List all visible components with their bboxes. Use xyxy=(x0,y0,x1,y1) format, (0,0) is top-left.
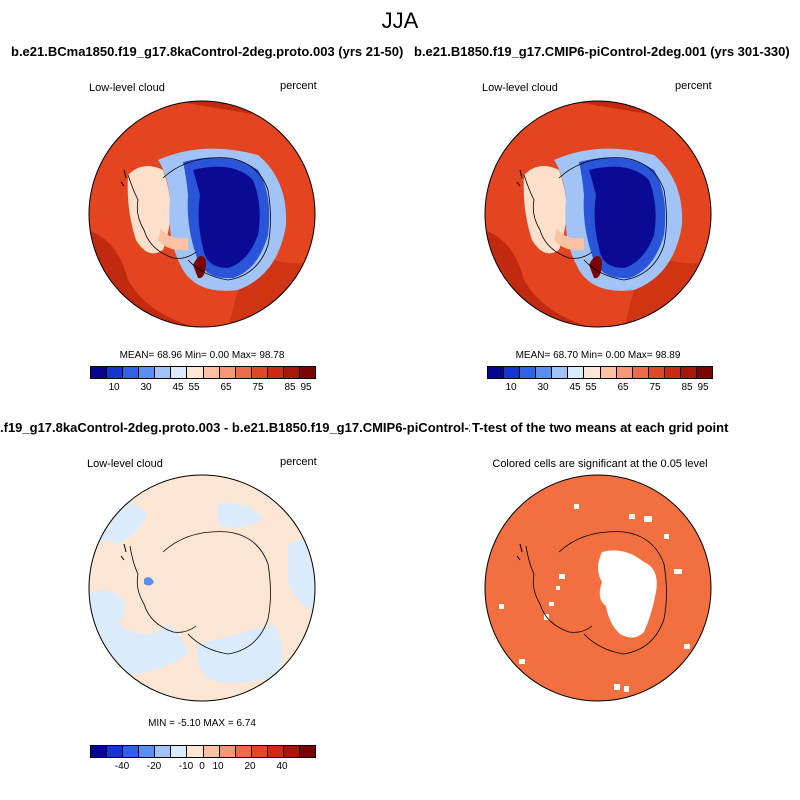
colorbar-tick-label: 30 xyxy=(537,382,549,393)
colorbar-tick-label: 45 xyxy=(172,382,184,393)
colorbar-swatch xyxy=(107,367,124,378)
colorbar-swatch xyxy=(251,746,268,757)
units-label-bottom-left: percent xyxy=(280,456,317,468)
panel-title-bottom-left: .f19_g17.8kaControl-2deg.proto.003 - b.e… xyxy=(0,420,470,435)
panel-title-bottom-right: T-test of the two means at each grid poi… xyxy=(472,420,729,435)
polar-map-bottom-left xyxy=(88,474,316,702)
colorbar-swatch xyxy=(107,746,124,757)
colorbar-tick-label: 0 xyxy=(199,761,205,772)
colorbar-ticks-bottom-left: -40 -20 -10 0 10 20 40 xyxy=(90,761,314,773)
units-label-top-left: percent xyxy=(280,80,317,92)
panel-title-top-right: b.e21.B1850.f19_g17.CMIP6-piControl-2deg… xyxy=(414,44,790,59)
variable-label-top-right: Low-level cloud xyxy=(482,82,558,94)
colorbar-swatch xyxy=(187,367,204,378)
colorbar-tick-label: 20 xyxy=(244,761,256,772)
colorbar-swatch xyxy=(267,367,284,378)
colorbar-swatch xyxy=(616,367,633,378)
stats-bottom-left: MIN = -5.10 MAX = 6.74 xyxy=(148,718,256,729)
season-title: JJA xyxy=(381,8,419,33)
colorbar-swatch xyxy=(267,746,284,757)
colorbar-swatch xyxy=(504,367,521,378)
colorbar-swatch xyxy=(203,746,220,757)
colorbar-swatch xyxy=(123,746,140,757)
colorbar-swatch xyxy=(91,746,108,757)
colorbar-tick-label: 95 xyxy=(697,382,709,393)
colorbar-swatch xyxy=(648,367,665,378)
colorbar-ticks-top-left: 10 30 45 55 65 75 85 95 xyxy=(90,382,314,394)
colorbar-top-right xyxy=(487,366,713,379)
colorbar-swatch xyxy=(235,746,252,757)
colorbar-tick-label: 55 xyxy=(585,382,597,393)
colorbar-tick-label: 45 xyxy=(569,382,581,393)
colorbar-tick-label: 10 xyxy=(505,382,517,393)
colorbar-tick-label: 65 xyxy=(220,382,232,393)
colorbar-swatch xyxy=(632,367,649,378)
colorbar-swatch xyxy=(219,746,236,757)
colorbar-swatch xyxy=(283,746,301,757)
colorbar-tick-label: -10 xyxy=(178,761,194,772)
colorbar-swatch xyxy=(300,367,316,378)
stats-top-right: MEAN= 68.70 Min= 0.00 Max= 98.89 xyxy=(515,350,681,361)
colorbar-swatch xyxy=(697,367,713,378)
colorbar-tick-label: 10 xyxy=(212,761,224,772)
polar-map-top-right xyxy=(484,100,712,328)
colorbar-swatch xyxy=(568,367,585,378)
colorbar-swatch xyxy=(139,746,156,757)
colorbar-swatch xyxy=(520,367,537,378)
colorbar-swatch xyxy=(155,367,172,378)
panel-subtitle-bottom-right: Colored cells are significant at the 0.0… xyxy=(492,458,708,470)
colorbar-bottom-left xyxy=(90,745,316,758)
colorbar-swatch xyxy=(171,367,188,378)
variable-label-bottom-left: Low-level cloud xyxy=(87,458,163,470)
colorbar-swatch xyxy=(171,746,188,757)
colorbar-swatch xyxy=(488,367,505,378)
colorbar-swatch xyxy=(139,367,156,378)
colorbar-tick-label: 85 xyxy=(284,382,296,393)
colorbar-swatch xyxy=(235,367,252,378)
colorbar-ticks-top-right: 10 30 45 55 65 75 85 95 xyxy=(487,382,711,394)
colorbar-swatch xyxy=(187,746,204,757)
polar-map-top-left xyxy=(88,100,316,328)
polar-map-bottom-right xyxy=(484,474,712,702)
panel-title-top-left: b.e21.BCma1850.f19_g17.8kaControl-2deg.p… xyxy=(11,44,404,59)
colorbar-swatch xyxy=(600,367,617,378)
colorbar-swatch xyxy=(123,367,140,378)
colorbar-swatch xyxy=(203,367,220,378)
colorbar-tick-label: 75 xyxy=(649,382,661,393)
colorbar-tick-label: -40 xyxy=(114,761,130,772)
stats-top-left: MEAN= 68.96 Min= 0.00 Max= 98.78 xyxy=(119,350,285,361)
colorbar-tick-label: -20 xyxy=(146,761,162,772)
colorbar-tick-label: 65 xyxy=(617,382,629,393)
units-label-top-right: percent xyxy=(675,80,712,92)
colorbar-swatch xyxy=(584,367,601,378)
colorbar-tick-label: 55 xyxy=(188,382,200,393)
colorbar-tick-label: 40 xyxy=(276,761,288,772)
colorbar-swatch xyxy=(680,367,698,378)
colorbar-swatch xyxy=(283,367,301,378)
colorbar-swatch xyxy=(552,367,569,378)
colorbar-tick-label: 85 xyxy=(681,382,693,393)
variable-label-top-left: Low-level cloud xyxy=(89,82,165,94)
colorbar-tick-label: 95 xyxy=(300,382,312,393)
colorbar-swatch xyxy=(251,367,268,378)
colorbar-tick-label: 10 xyxy=(108,382,120,393)
colorbar-swatch xyxy=(91,367,108,378)
colorbar-top-left xyxy=(90,366,316,379)
colorbar-swatch xyxy=(664,367,681,378)
colorbar-tick-label: 75 xyxy=(252,382,264,393)
colorbar-swatch xyxy=(155,746,172,757)
colorbar-tick-label: 30 xyxy=(140,382,152,393)
colorbar-swatch xyxy=(536,367,553,378)
colorbar-swatch xyxy=(300,746,316,757)
colorbar-swatch xyxy=(219,367,236,378)
